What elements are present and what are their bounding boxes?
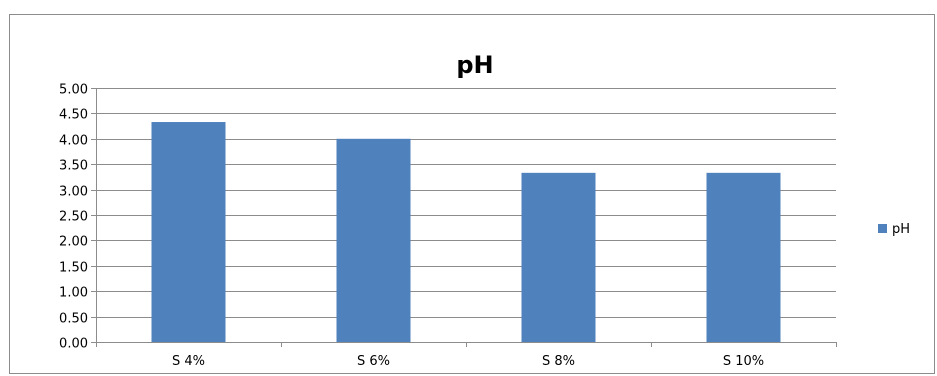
chart-container: pH 0.00 0.50 1.00 1.50 2.00 2.50 3.00 3.50 4.00 4… [9,14,935,374]
bars [151,122,781,342]
bar [706,172,781,342]
x-tick-label: S 8% [542,354,575,369]
bar-chart: pH 0.00 0.50 1.00 1.50 2.00 2.50 3.00 3.50 4.00 4… [59,51,910,369]
x-tick-labels: S 4% S 6% S 8% S 10% [172,354,764,369]
legend-label: pH [892,222,910,237]
y-tick-label: 1.50 [59,261,88,276]
y-tick-label: 0.50 [59,312,88,327]
y-tick-label: 3.00 [59,185,88,200]
y-tick-labels: 0.00 0.50 1.00 1.50 2.00 2.50 3.00 3.50 4.00 4.50… [59,83,88,352]
x-tick-label: S 4% [172,354,205,369]
y-tick-label: 4.50 [59,108,88,123]
y-tick-label: 2.50 [59,210,88,225]
chart-title: pH [456,51,493,79]
x-tick-label: S 10% [723,354,764,369]
legend-swatch [878,224,887,233]
bar [521,172,596,342]
y-tick-label: 3.50 [59,159,88,174]
y-tick-label: 5.00 [59,83,88,98]
bar [151,122,226,342]
y-tick-label: 0.00 [59,337,88,352]
legend: pH [878,222,910,237]
y-tick-label: 2.00 [59,235,88,250]
axes [91,88,837,347]
y-tick-label: 4.00 [59,134,88,149]
y-tick-label: 1.00 [59,286,88,301]
bar [336,138,411,342]
x-tick-label: S 6% [357,354,390,369]
